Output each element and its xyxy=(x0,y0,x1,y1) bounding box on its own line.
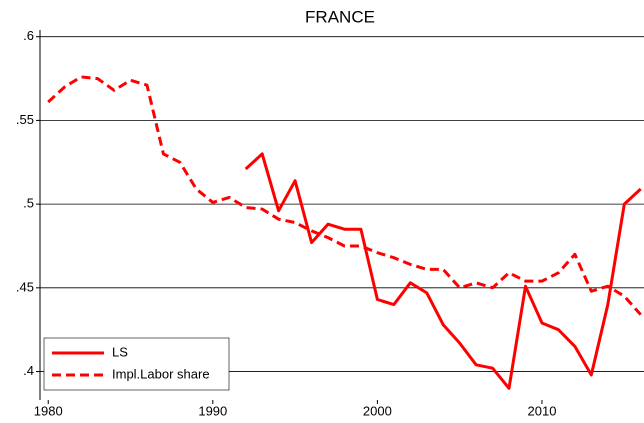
x-tick-label: 2010 xyxy=(528,403,557,418)
x-tick-label: 1980 xyxy=(34,403,63,418)
y-tick-label: .55 xyxy=(16,112,34,127)
y-tick-label: .4 xyxy=(23,363,34,378)
chart-title: FRANCE xyxy=(305,7,375,26)
y-tick-label: .5 xyxy=(23,196,34,211)
y-tick-label: .6 xyxy=(23,28,34,43)
plot-area xyxy=(47,75,642,390)
legend-label: LS xyxy=(112,344,128,359)
line-series xyxy=(47,75,642,316)
x-tick-label: 1990 xyxy=(198,403,227,418)
legend-label: Impl.Labor share xyxy=(112,366,210,381)
x-tick-label: 2000 xyxy=(363,403,392,418)
y-tick-label: .45 xyxy=(16,279,34,294)
line-series xyxy=(244,152,642,390)
legend-box xyxy=(43,337,230,391)
